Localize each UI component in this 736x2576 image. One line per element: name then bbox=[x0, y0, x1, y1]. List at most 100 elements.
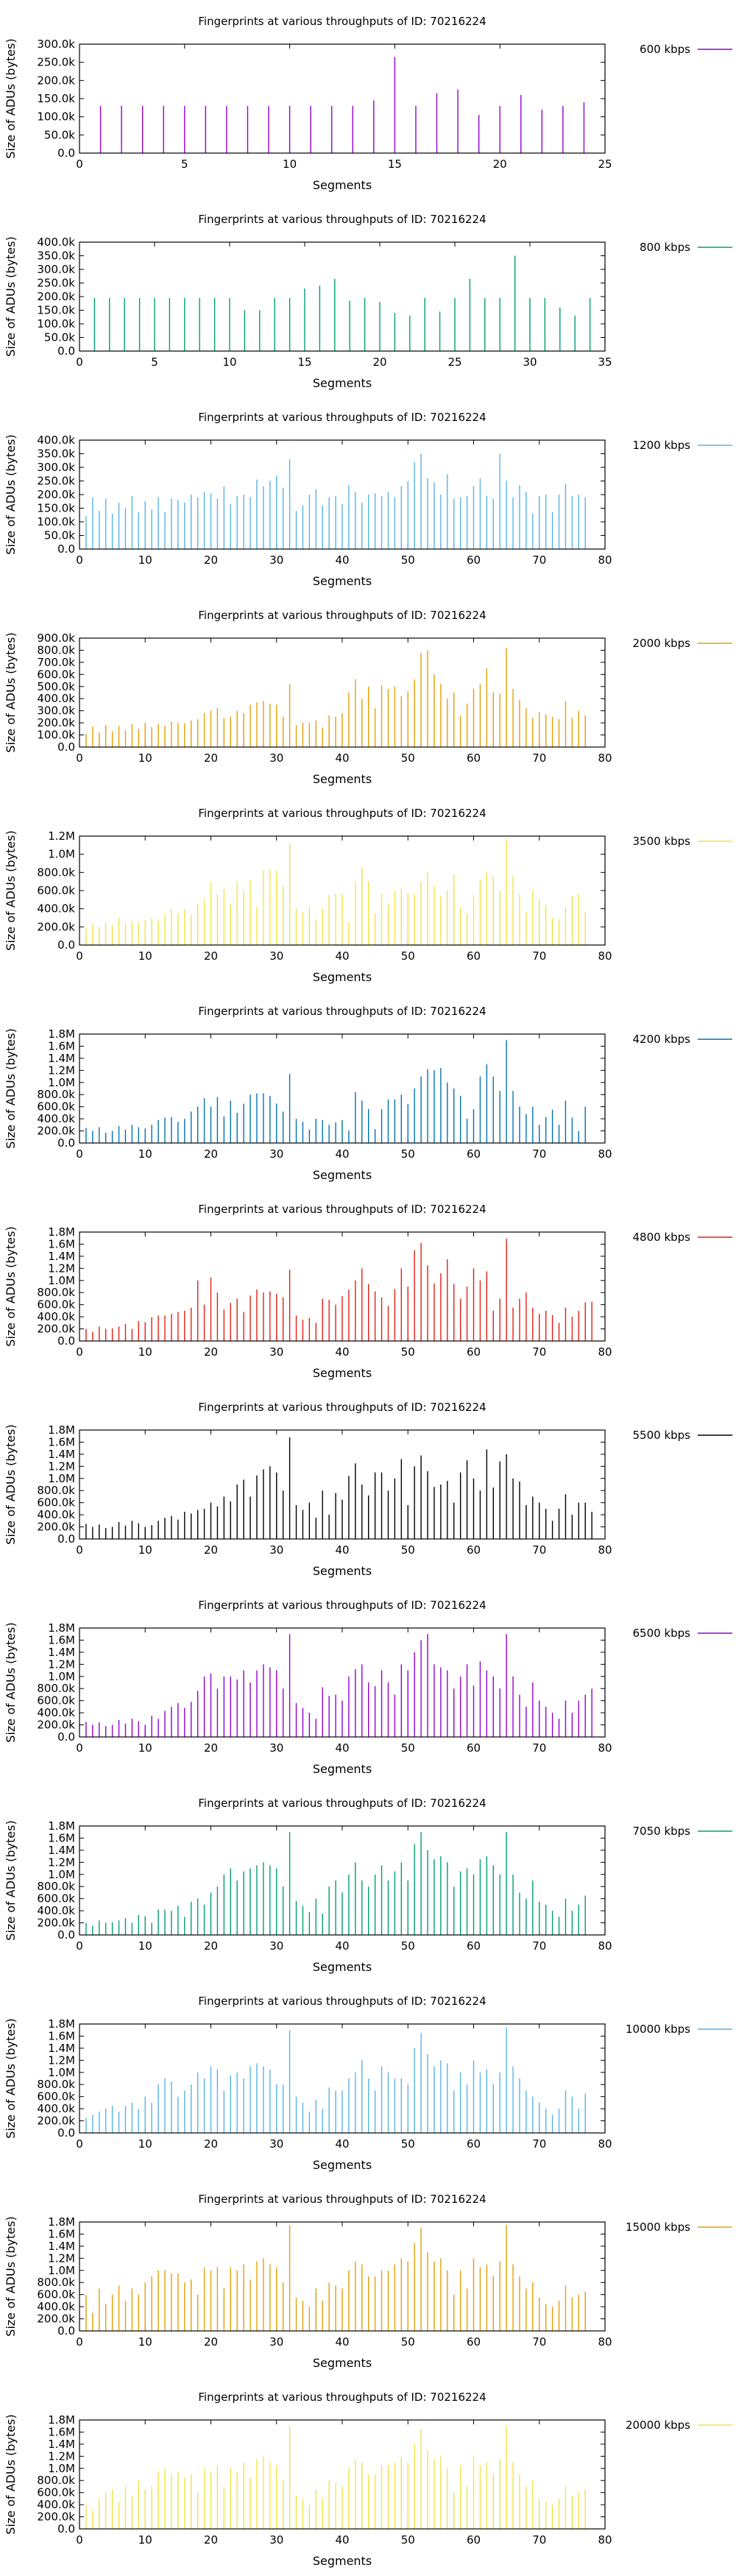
x-tick-label: 0 bbox=[76, 1543, 83, 1557]
y-tick-label: 0.0 bbox=[57, 740, 75, 754]
x-tick-label: 50 bbox=[401, 1543, 415, 1557]
y-tick-label: 1.6M bbox=[48, 1435, 75, 1448]
x-tick-label: 70 bbox=[532, 1147, 546, 1161]
chart-title: Fingerprints at various throughputs of I… bbox=[198, 2193, 486, 2206]
plot-frame bbox=[79, 2221, 606, 2332]
y-tick-label: 800.0k bbox=[37, 866, 75, 879]
y-tick-label: 1.4M bbox=[48, 1646, 75, 1659]
y-tick-label: 200.0k bbox=[37, 74, 75, 87]
x-tick-label: 80 bbox=[598, 949, 612, 963]
x-tick-label: 80 bbox=[598, 1543, 612, 1557]
chart-panel: Fingerprints at various throughputs of I… bbox=[0, 198, 736, 396]
y-tick-label: 1.0M bbox=[48, 1670, 75, 1683]
y-tick-label: 1.0M bbox=[48, 1274, 75, 1287]
x-tick-label: 20 bbox=[204, 2335, 218, 2349]
plot-frame bbox=[79, 1033, 606, 1144]
y-tick-label: 800.0k bbox=[37, 643, 75, 657]
y-tick-label: 1.8M bbox=[48, 1819, 75, 1833]
y-tick-label: 1.2M bbox=[48, 1064, 75, 1077]
chart-svg: Fingerprints at various throughputs of I… bbox=[4, 1995, 732, 2172]
y-tick-label: 0.0 bbox=[57, 1532, 75, 1546]
y-axis-label: Size of ADUs (bytes) bbox=[4, 1820, 18, 1940]
x-tick-label: 50 bbox=[401, 1345, 415, 1359]
plot-frame bbox=[79, 1825, 606, 1936]
plot-frame bbox=[79, 2023, 606, 2134]
y-tick-label: 700.0k bbox=[37, 656, 75, 669]
x-axis-label: Segments bbox=[313, 1564, 372, 1578]
chart-title: Fingerprints at various throughputs of I… bbox=[198, 1599, 486, 1612]
y-tick-label: 400.0k bbox=[37, 1112, 75, 1125]
y-tick-label: 0.0 bbox=[57, 938, 75, 952]
y-axis-label: Size of ADUs (bytes) bbox=[4, 830, 18, 950]
x-tick-label: 10 bbox=[138, 1345, 152, 1359]
plot-frame bbox=[79, 2419, 606, 2530]
y-tick-label: 1.8M bbox=[48, 2017, 75, 2031]
plot-frame bbox=[79, 241, 606, 352]
x-tick-label: 30 bbox=[269, 1147, 283, 1161]
x-tick-label: 10 bbox=[138, 1147, 152, 1161]
y-tick-label: 300.0k bbox=[37, 38, 75, 51]
plot-frame bbox=[79, 439, 606, 550]
chart-title: Fingerprints at various throughputs of I… bbox=[198, 807, 486, 820]
y-axis-label: Size of ADUs (bytes) bbox=[4, 38, 18, 158]
x-tick-label: 0 bbox=[76, 355, 83, 369]
x-tick-label: 40 bbox=[335, 553, 349, 567]
x-tick-label: 0 bbox=[76, 2335, 83, 2349]
y-tick-label: 1.6M bbox=[48, 2425, 75, 2438]
chart-title: Fingerprints at various throughputs of I… bbox=[198, 1797, 486, 1810]
plot-frame bbox=[79, 1231, 606, 1342]
legend-label: 15000 kbps bbox=[626, 2221, 690, 2234]
x-tick-label: 0 bbox=[76, 2137, 83, 2151]
legend-label: 7050 kbps bbox=[633, 1825, 691, 1838]
x-tick-label: 40 bbox=[335, 1741, 349, 1755]
x-tick-label: 40 bbox=[335, 949, 349, 963]
x-axis-label: Segments bbox=[313, 376, 372, 390]
x-tick-label: 25 bbox=[598, 158, 612, 171]
x-tick-label: 10 bbox=[138, 949, 152, 963]
chart-title: Fingerprints at various throughputs of I… bbox=[198, 1401, 486, 1414]
x-tick-label: 80 bbox=[598, 1939, 612, 1953]
y-tick-label: 200.0k bbox=[37, 2313, 75, 2326]
x-tick-label: 70 bbox=[532, 1543, 546, 1557]
x-tick-label: 0 bbox=[76, 158, 83, 171]
y-axis-label: Size of ADUs (bytes) bbox=[4, 1622, 18, 1742]
y-tick-label: 1.4M bbox=[48, 2438, 75, 2451]
x-tick-label: 10 bbox=[138, 751, 152, 765]
y-tick-label: 250.0k bbox=[37, 277, 75, 290]
y-tick-label: 50.0k bbox=[44, 529, 75, 542]
x-axis-label: Segments bbox=[313, 1960, 372, 1974]
y-tick-label: 800.0k bbox=[37, 2276, 75, 2289]
x-tick-label: 35 bbox=[598, 355, 612, 369]
x-tick-label: 0 bbox=[76, 1939, 83, 1953]
chart-panel: Fingerprints at various throughputs of I… bbox=[0, 594, 736, 792]
y-tick-label: 1.2M bbox=[48, 2449, 75, 2463]
x-axis-label: Segments bbox=[313, 772, 372, 786]
x-tick-label: 50 bbox=[401, 751, 415, 765]
x-axis-label: Segments bbox=[313, 1762, 372, 1776]
y-axis-label: Size of ADUs (bytes) bbox=[4, 434, 18, 554]
y-tick-label: 1.0M bbox=[48, 1472, 75, 1485]
y-tick-label: 400.0k bbox=[37, 1904, 75, 1917]
x-tick-label: 0 bbox=[76, 553, 83, 567]
chart-panel: Fingerprints at various throughputs of I… bbox=[0, 0, 736, 198]
chart-panel: Fingerprints at various throughputs of I… bbox=[0, 2178, 736, 2376]
y-tick-label: 1.4M bbox=[48, 1448, 75, 1461]
y-tick-label: 1.6M bbox=[48, 1831, 75, 1844]
legend-label: 4200 kbps bbox=[633, 1033, 691, 1046]
chart-svg: Fingerprints at various throughputs of I… bbox=[4, 1797, 732, 1974]
x-tick-label: 80 bbox=[598, 1147, 612, 1161]
y-tick-label: 200.0k bbox=[37, 716, 75, 729]
chart-title: Fingerprints at various throughputs of I… bbox=[198, 15, 486, 28]
x-tick-label: 40 bbox=[335, 2335, 349, 2349]
x-tick-label: 80 bbox=[598, 2137, 612, 2151]
y-tick-label: 600.0k bbox=[37, 884, 75, 897]
chart-title: Fingerprints at various throughputs of I… bbox=[198, 1005, 486, 1018]
y-tick-label: 900.0k bbox=[37, 631, 75, 645]
x-tick-label: 20 bbox=[204, 751, 218, 765]
plot-frame bbox=[79, 835, 606, 946]
x-tick-label: 40 bbox=[335, 2533, 349, 2547]
y-tick-label: 1.8M bbox=[48, 2215, 75, 2229]
legend-label: 600 kbps bbox=[640, 43, 690, 56]
y-tick-label: 0.0 bbox=[57, 1334, 75, 1348]
